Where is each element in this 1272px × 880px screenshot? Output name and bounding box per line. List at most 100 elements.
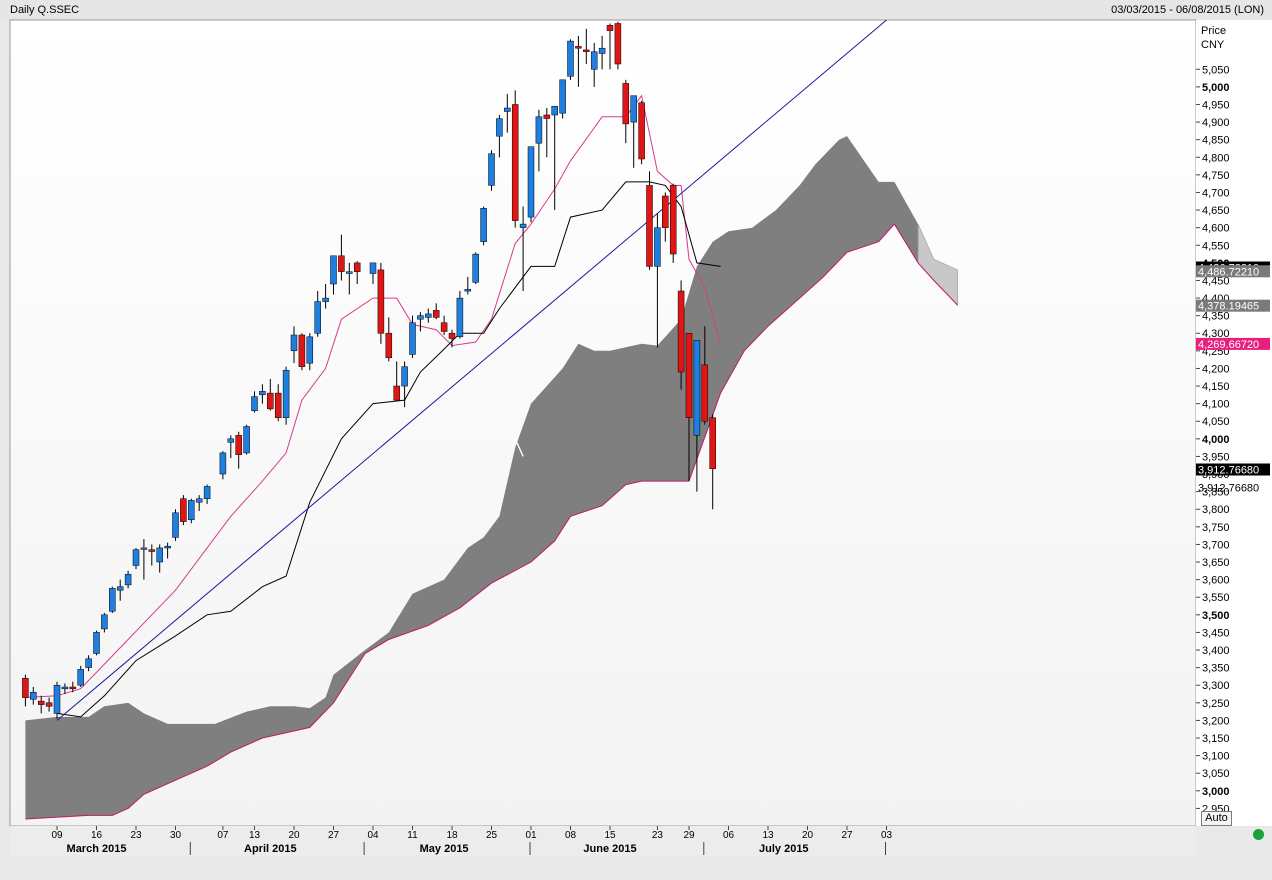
candle[interactable] xyxy=(346,271,353,274)
candle[interactable] xyxy=(369,262,377,274)
candle[interactable] xyxy=(77,669,84,686)
candle[interactable] xyxy=(306,336,314,364)
candle[interactable] xyxy=(180,498,187,522)
candle[interactable] xyxy=(685,332,693,418)
candle[interactable] xyxy=(188,500,195,521)
candle[interactable] xyxy=(330,255,337,285)
candle[interactable] xyxy=(314,301,321,334)
candle[interactable] xyxy=(235,435,242,455)
candle[interactable] xyxy=(30,692,37,700)
candle[interactable] xyxy=(148,549,156,552)
last-value-label: 4,269.66720 xyxy=(1198,339,1259,351)
candle[interactable] xyxy=(53,684,61,714)
candle[interactable] xyxy=(377,269,385,334)
candle[interactable] xyxy=(448,332,456,339)
candle[interactable] xyxy=(274,392,282,418)
candle[interactable] xyxy=(677,290,685,373)
candle[interactable] xyxy=(432,310,440,318)
candle[interactable] xyxy=(61,686,69,690)
candle[interactable] xyxy=(504,107,511,112)
candle[interactable] xyxy=(243,426,250,454)
candle[interactable] xyxy=(385,332,393,359)
candle[interactable] xyxy=(219,452,227,475)
y-tick-label: 3,100 xyxy=(1202,751,1230,763)
candle[interactable] xyxy=(551,105,558,116)
candle[interactable] xyxy=(124,574,132,586)
candle[interactable] xyxy=(559,79,566,114)
candle[interactable] xyxy=(590,51,598,70)
candle[interactable] xyxy=(464,289,472,292)
candle[interactable] xyxy=(109,588,116,612)
y-tick-label: 3,550 xyxy=(1202,592,1230,604)
candle[interactable] xyxy=(393,385,400,401)
candle[interactable] xyxy=(669,185,677,255)
candle[interactable] xyxy=(22,677,29,698)
candle[interactable] xyxy=(298,334,306,367)
candle[interactable] xyxy=(259,391,266,396)
candle[interactable] xyxy=(282,369,290,418)
candle[interactable] xyxy=(164,545,171,549)
candle[interactable] xyxy=(456,297,464,338)
candle[interactable] xyxy=(527,146,535,218)
candle[interactable] xyxy=(440,322,448,332)
candle[interactable] xyxy=(535,116,543,144)
candle[interactable] xyxy=(132,549,140,566)
candle[interactable] xyxy=(37,700,45,705)
y-tick-label: 3,850 xyxy=(1202,487,1230,499)
x-tick-label: 13 xyxy=(249,830,261,841)
candle[interactable] xyxy=(195,498,203,503)
candle[interactable] xyxy=(583,49,590,52)
candle[interactable] xyxy=(93,632,100,654)
candle[interactable] xyxy=(709,417,716,469)
candle[interactable] xyxy=(338,255,345,272)
candle[interactable] xyxy=(251,396,258,411)
candle[interactable] xyxy=(511,104,519,221)
candle[interactable] xyxy=(290,334,298,352)
candle[interactable] xyxy=(472,253,479,283)
candle[interactable] xyxy=(425,313,432,318)
candle[interactable] xyxy=(646,185,653,267)
candle[interactable] xyxy=(480,208,487,242)
candle[interactable] xyxy=(543,114,551,119)
candle[interactable] xyxy=(116,586,124,591)
candle[interactable] xyxy=(401,366,408,387)
candle[interactable] xyxy=(575,46,582,49)
x-tick-label: 20 xyxy=(802,830,814,841)
candle[interactable] xyxy=(417,315,424,320)
candle[interactable] xyxy=(693,340,701,436)
month-label: July 2015 xyxy=(759,843,809,855)
candle[interactable] xyxy=(662,195,669,228)
candle[interactable] xyxy=(85,658,92,668)
x-tick-label: 16 xyxy=(91,830,103,841)
candle[interactable] xyxy=(156,547,163,563)
y-tick-label: 3,750 xyxy=(1202,522,1230,534)
candle[interactable] xyxy=(267,392,274,410)
candle[interactable] xyxy=(101,614,108,630)
candle[interactable] xyxy=(638,102,645,160)
auto-scale-button[interactable]: Auto xyxy=(1201,811,1232,826)
ichimoku-cloud xyxy=(25,136,958,820)
candle[interactable] xyxy=(701,364,709,422)
candle[interactable] xyxy=(227,438,235,443)
candle[interactable] xyxy=(45,702,53,707)
candle[interactable] xyxy=(606,25,614,31)
series-line-1 xyxy=(56,181,721,718)
candle[interactable] xyxy=(322,297,329,302)
candle[interactable] xyxy=(69,686,77,690)
candle[interactable] xyxy=(140,547,148,550)
candle[interactable] xyxy=(622,83,630,125)
candle[interactable] xyxy=(353,262,361,272)
candle[interactable] xyxy=(598,47,606,54)
candle[interactable] xyxy=(496,118,503,137)
candle[interactable] xyxy=(409,322,416,355)
candle[interactable] xyxy=(654,227,661,267)
candle[interactable] xyxy=(172,512,179,538)
candle[interactable] xyxy=(614,23,622,65)
candle[interactable] xyxy=(519,223,527,228)
candle[interactable] xyxy=(630,95,637,123)
candle[interactable] xyxy=(567,40,574,77)
candle[interactable] xyxy=(203,486,211,499)
candle[interactable] xyxy=(488,153,495,186)
